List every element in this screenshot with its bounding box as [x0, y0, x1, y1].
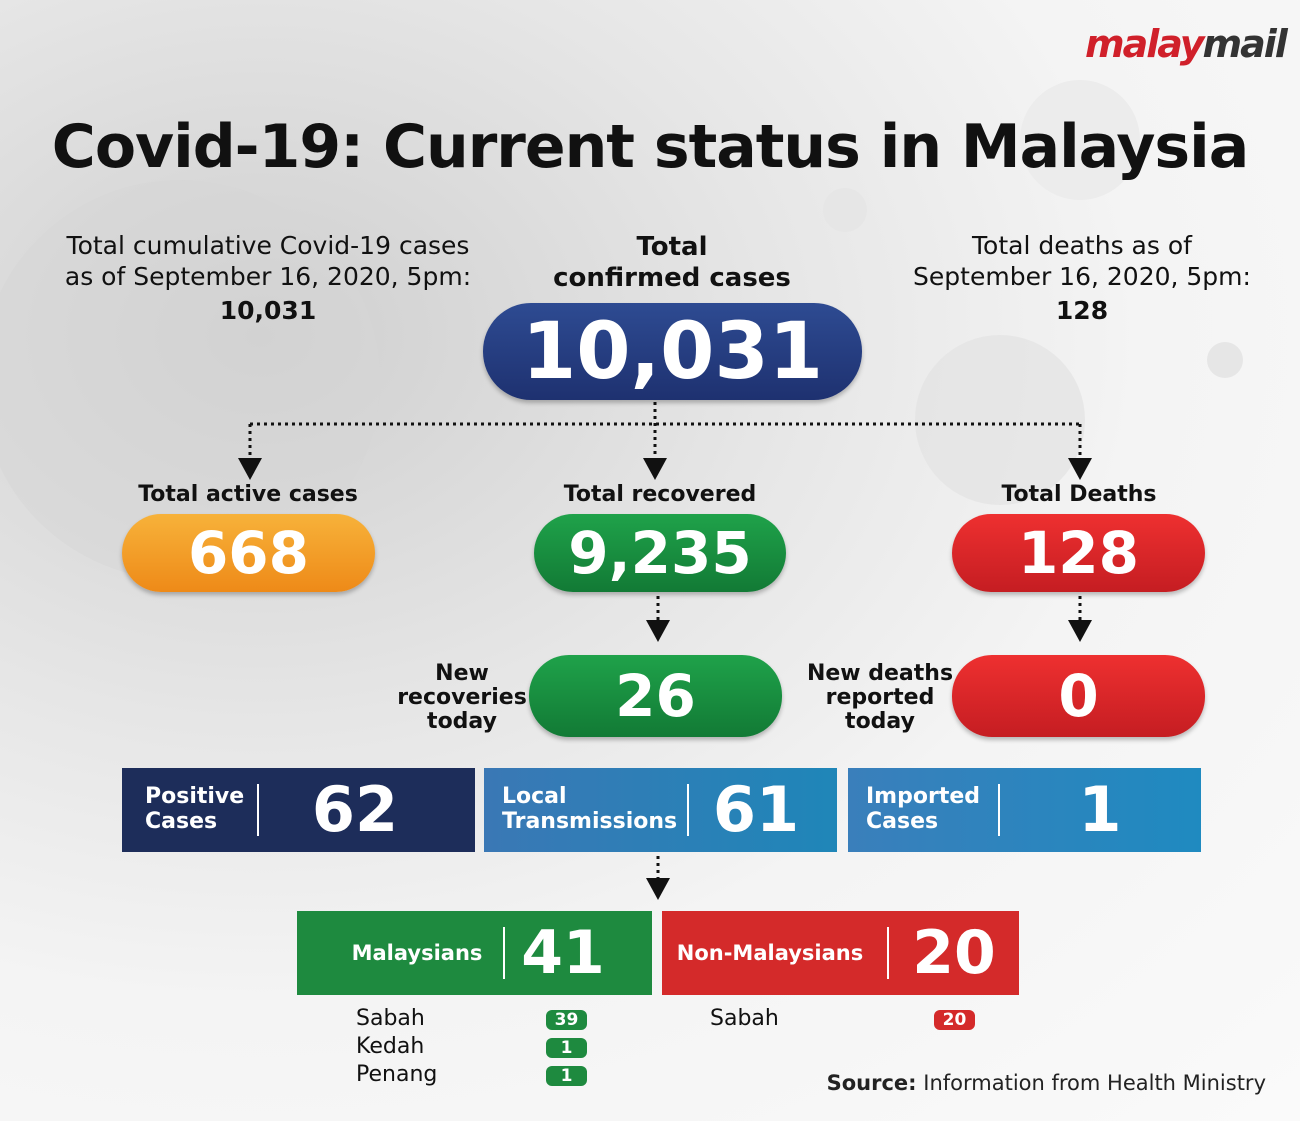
group-label: Malaysians — [351, 941, 483, 965]
label-line: Imported — [866, 784, 981, 809]
note-line: as of September 16, 2020, 5pm: — [64, 262, 472, 291]
source-label: Source: — [826, 1071, 917, 1095]
new-recoveries-label: New recoveries today — [392, 662, 532, 734]
group-value: 20 — [912, 918, 996, 988]
state-badge: 1 — [546, 1038, 587, 1058]
label-line: Positive — [145, 784, 245, 809]
non-malaysians-box: Non-Malaysians 20 — [662, 911, 1019, 995]
label-line: Cases — [145, 809, 218, 834]
case-box: Imported Cases 1 — [848, 768, 1201, 852]
new-recoveries-value: 26 — [529, 655, 782, 737]
group-label: Non-Malaysians — [676, 941, 864, 965]
source-text: Information from Health Ministry — [923, 1071, 1266, 1095]
note-value: 128 — [1055, 296, 1109, 325]
left-note: Total cumulative Covid-19 cases as of Se… — [48, 230, 488, 326]
active-value: 668 — [122, 514, 375, 592]
recovered-value: 9,235 — [534, 514, 786, 592]
state-name: Penang — [356, 1062, 438, 1087]
brand-logo: malaymail — [1085, 22, 1288, 66]
label-line: New — [435, 661, 489, 686]
label-line: Transmissions — [502, 809, 678, 834]
state-badge: 20 — [934, 1010, 975, 1030]
case-value: 61 — [712, 773, 800, 846]
label-line: reported — [825, 685, 935, 710]
new-deaths-value: 0 — [952, 655, 1205, 737]
label-line: today — [427, 709, 497, 734]
title: Covid-19: Current status in Malaysia — [51, 112, 1249, 182]
active-label: Total active cases — [138, 482, 358, 507]
note-value: 10,031 — [219, 296, 317, 325]
recovered-label: Total recovered — [563, 482, 757, 507]
case-value: 62 — [311, 773, 399, 846]
case-label: Positive Cases — [145, 784, 244, 834]
brand-part: mail — [1202, 22, 1288, 66]
deaths-label: Total Deaths — [1001, 482, 1157, 507]
malaysians-box: Malaysians 41 — [297, 911, 652, 995]
state-name: Sabah — [356, 1006, 425, 1031]
note-line: Total cumulative Covid-19 cases — [66, 231, 470, 260]
case-label: Local Transmissions — [502, 784, 677, 834]
source: Source: Information from Health Ministry — [827, 1071, 1266, 1095]
note-line: September 16, 2020, 5pm: — [913, 262, 1251, 291]
case-value: 1 — [1078, 773, 1122, 846]
right-note: Total deaths as of September 16, 2020, 5… — [862, 230, 1300, 326]
brand-part: malay — [1085, 22, 1205, 66]
label-line: today — [845, 709, 915, 734]
state-badge: 1 — [546, 1066, 587, 1086]
case-box: Positive Cases 62 — [122, 768, 475, 852]
case-box: Local Transmissions 61 — [484, 768, 837, 852]
state-name: Sabah — [710, 1006, 779, 1031]
label-line: Local — [502, 784, 567, 809]
note-line: Total deaths as of — [972, 231, 1192, 260]
deaths-value: 128 — [952, 514, 1205, 592]
new-deaths-label: New deaths reported today — [800, 662, 960, 734]
label-line: recoveries — [397, 685, 527, 710]
case-label: Imported Cases — [866, 784, 980, 834]
state-name: Kedah — [356, 1034, 425, 1059]
center-label: Total confirmed cases — [472, 232, 872, 294]
state-badge: 39 — [546, 1010, 587, 1030]
label-line: Total — [636, 232, 708, 262]
confirmed-value: 10,031 — [483, 303, 862, 400]
group-value: 41 — [521, 918, 605, 988]
label-line: Cases — [866, 809, 939, 834]
label-line: confirmed cases — [553, 263, 791, 293]
label-line: New deaths — [806, 661, 954, 686]
